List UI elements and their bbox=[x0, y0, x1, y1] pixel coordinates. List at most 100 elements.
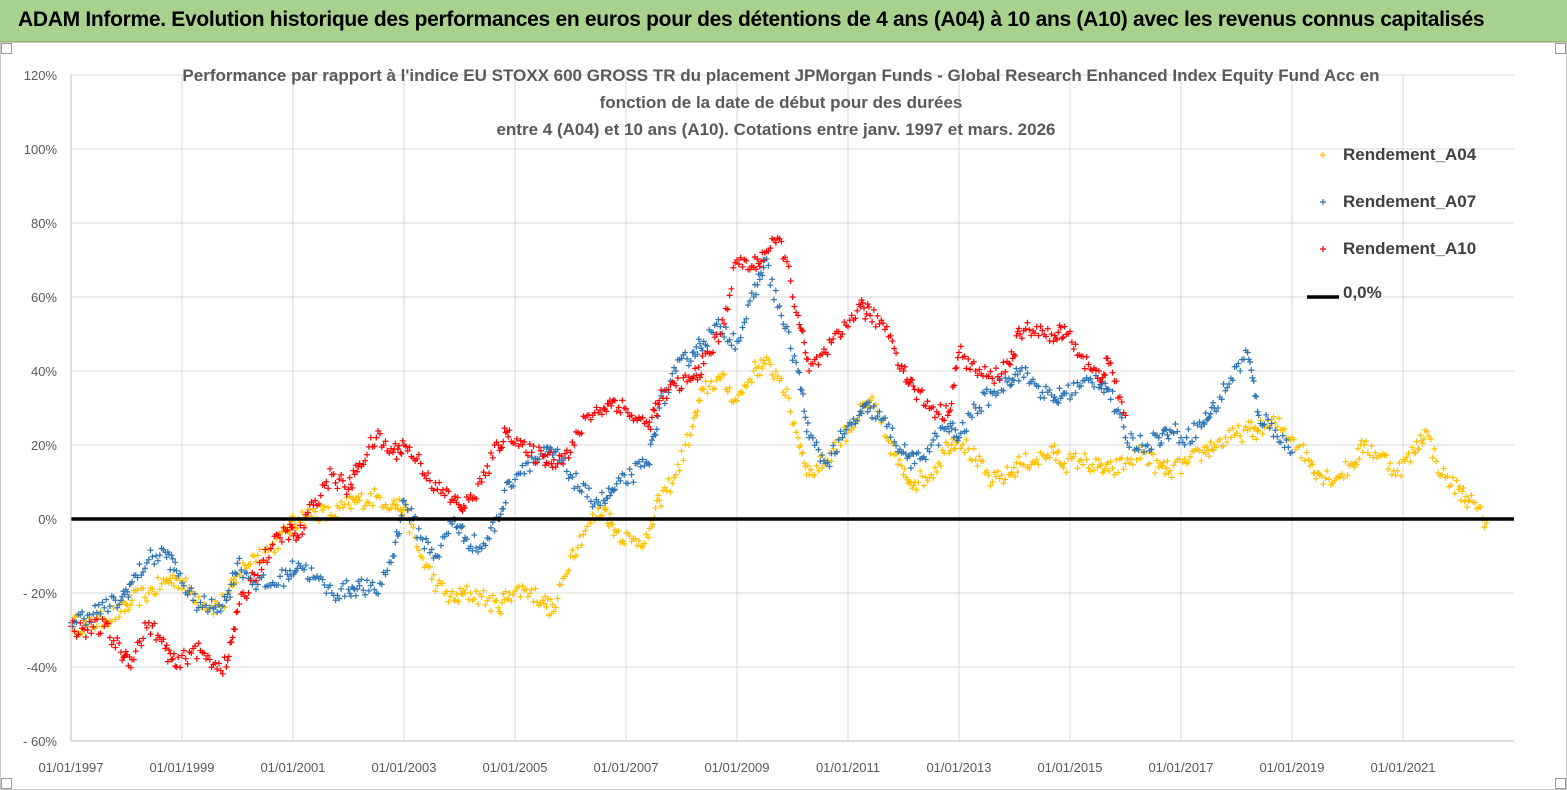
data-point bbox=[1133, 457, 1140, 464]
data-point bbox=[669, 480, 676, 487]
data-point bbox=[1109, 388, 1116, 395]
data-point bbox=[817, 458, 824, 465]
frame-handle-bottom-right[interactable] bbox=[1555, 778, 1566, 789]
data-point bbox=[1451, 490, 1458, 497]
data-point bbox=[604, 520, 611, 527]
data-point bbox=[1165, 435, 1172, 442]
data-point bbox=[565, 567, 572, 574]
data-point bbox=[976, 453, 983, 460]
data-point bbox=[1208, 446, 1215, 453]
data-point bbox=[334, 592, 341, 599]
data-point bbox=[117, 649, 124, 656]
data-point bbox=[1477, 504, 1484, 511]
data-point bbox=[1449, 474, 1456, 481]
data-point bbox=[1055, 329, 1062, 336]
data-point bbox=[443, 588, 450, 595]
data-point bbox=[843, 426, 850, 433]
data-point bbox=[893, 442, 900, 449]
data-point bbox=[130, 656, 137, 663]
data-point bbox=[1242, 423, 1249, 430]
data-point bbox=[985, 402, 992, 409]
data-point bbox=[449, 520, 456, 527]
data-point bbox=[221, 654, 228, 661]
data-point bbox=[1050, 338, 1057, 345]
data-point bbox=[396, 442, 403, 449]
data-point bbox=[425, 539, 432, 546]
data-point bbox=[467, 491, 474, 498]
data-point bbox=[453, 591, 460, 598]
data-point bbox=[436, 553, 443, 560]
data-point bbox=[1091, 467, 1098, 474]
data-point bbox=[402, 501, 409, 508]
frame-handle-top-right[interactable] bbox=[1555, 43, 1566, 54]
data-point bbox=[661, 484, 668, 491]
data-point bbox=[1224, 439, 1231, 446]
data-point bbox=[480, 587, 487, 594]
data-point bbox=[1056, 385, 1063, 392]
data-point bbox=[630, 479, 637, 486]
data-point bbox=[854, 417, 861, 424]
data-point bbox=[325, 504, 332, 511]
frame-handle-bottom-left[interactable] bbox=[1, 778, 12, 789]
data-point bbox=[809, 434, 816, 441]
data-point bbox=[993, 365, 999, 372]
data-point bbox=[347, 505, 354, 512]
data-point bbox=[796, 369, 803, 376]
data-point bbox=[610, 487, 617, 494]
data-point bbox=[1092, 455, 1099, 462]
data-point bbox=[651, 431, 658, 438]
data-point bbox=[911, 460, 918, 467]
data-point bbox=[1170, 430, 1177, 437]
data-point bbox=[219, 603, 226, 610]
data-point bbox=[229, 634, 236, 641]
data-point bbox=[837, 442, 844, 449]
data-point bbox=[833, 449, 840, 456]
data-point bbox=[1139, 442, 1146, 448]
data-point bbox=[843, 438, 850, 445]
data-point bbox=[275, 545, 282, 552]
data-point bbox=[391, 497, 398, 504]
data-point bbox=[1254, 408, 1261, 415]
data-point bbox=[697, 374, 703, 381]
data-point bbox=[362, 591, 369, 598]
data-point bbox=[759, 272, 766, 279]
data-point bbox=[245, 589, 252, 596]
data-point bbox=[188, 650, 195, 657]
data-point bbox=[191, 590, 198, 597]
data-point bbox=[352, 592, 359, 599]
data-point bbox=[172, 663, 179, 670]
data-point bbox=[515, 443, 522, 450]
data-point bbox=[826, 463, 833, 470]
data-point bbox=[228, 638, 235, 645]
data-point bbox=[815, 467, 822, 474]
data-point bbox=[1229, 425, 1236, 432]
data-point bbox=[1083, 353, 1090, 360]
data-point bbox=[910, 383, 917, 390]
data-point bbox=[1248, 419, 1255, 426]
data-point bbox=[981, 363, 988, 370]
data-point bbox=[169, 655, 176, 662]
data-point bbox=[423, 475, 430, 482]
data-point bbox=[285, 536, 292, 543]
data-point bbox=[408, 505, 415, 512]
data-point bbox=[143, 559, 150, 566]
frame-handle-top-left[interactable] bbox=[1, 43, 12, 54]
data-point bbox=[413, 456, 420, 463]
data-point bbox=[1128, 456, 1135, 463]
data-point bbox=[117, 597, 124, 604]
data-point bbox=[1087, 375, 1094, 382]
data-point bbox=[1358, 437, 1365, 444]
x-tick-label: 01/01/2009 bbox=[704, 760, 769, 775]
data-point bbox=[643, 418, 650, 425]
y-tick-label: -40% bbox=[27, 660, 58, 675]
data-point bbox=[624, 480, 631, 487]
data-point bbox=[373, 434, 380, 441]
data-point bbox=[415, 547, 422, 554]
data-point bbox=[687, 431, 694, 438]
data-point bbox=[702, 378, 709, 385]
data-point bbox=[308, 498, 315, 505]
data-point bbox=[121, 608, 128, 615]
data-point bbox=[1308, 458, 1315, 465]
data-point bbox=[526, 468, 533, 475]
data-point bbox=[1100, 389, 1107, 396]
